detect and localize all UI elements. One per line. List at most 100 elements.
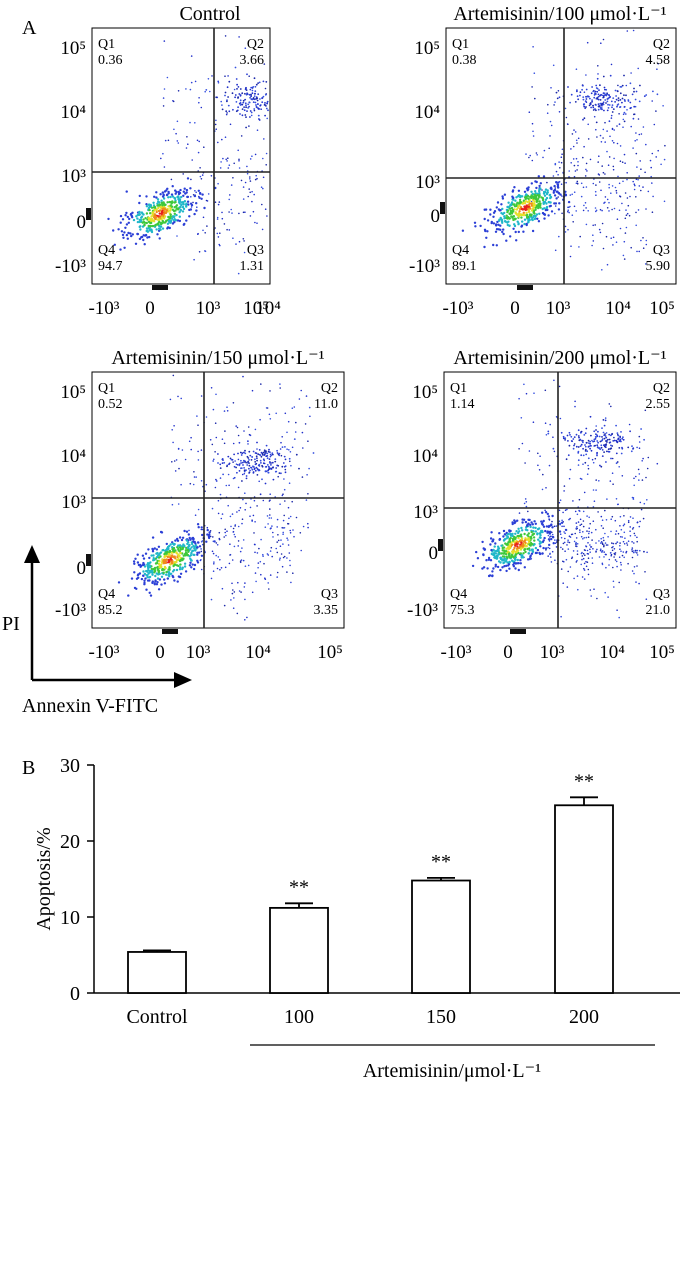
event-dot (527, 510, 529, 513)
event-dot (193, 563, 197, 567)
event-dot (227, 104, 230, 107)
event-dot (591, 99, 593, 101)
event-dot (255, 83, 258, 86)
event-dot (615, 462, 618, 465)
event-dot (226, 530, 228, 532)
event-dot (616, 565, 618, 568)
event-dot (490, 220, 493, 224)
event-dot (176, 120, 179, 123)
event-dot (269, 508, 271, 510)
event-dot (121, 233, 125, 237)
event-dot (582, 447, 584, 450)
event-dot (580, 552, 583, 555)
event-dot (634, 105, 637, 108)
quadrant-value: 1.31 (240, 259, 265, 274)
event-dot (280, 454, 283, 457)
event-dot (151, 536, 155, 539)
event-dot (157, 209, 161, 213)
quadrant-name: Q3 (653, 243, 670, 258)
event-dot (197, 232, 199, 235)
x-axis-label: Artemisinin/μmol·L⁻¹ (363, 1060, 541, 1082)
event-dot (564, 509, 567, 512)
event-dot (619, 160, 622, 162)
event-dot (608, 201, 610, 204)
event-dot (565, 458, 568, 461)
event-dot (189, 88, 192, 91)
event-dot (226, 112, 228, 114)
event-dot (511, 550, 514, 553)
event-dot (267, 450, 270, 453)
event-dot (238, 102, 241, 105)
event-dot (199, 175, 202, 178)
event-dot (601, 449, 604, 451)
event-dot (242, 99, 245, 102)
event-dot (242, 186, 245, 188)
event-dot (629, 526, 631, 528)
event-dot (177, 503, 180, 505)
event-dot (138, 213, 141, 216)
event-dot (590, 546, 592, 548)
event-dot (585, 565, 588, 568)
event-dot (608, 450, 611, 453)
event-dot (156, 223, 159, 226)
event-dot (633, 572, 635, 575)
quadrant-value: 3.35 (314, 603, 339, 618)
event-dot (484, 229, 487, 233)
event-dot (279, 383, 281, 385)
event-dot (627, 540, 630, 542)
event-dot (224, 94, 226, 97)
event-dot (559, 167, 561, 169)
event-dot (143, 221, 147, 224)
event-dot (265, 105, 267, 107)
event-dot (201, 540, 204, 542)
event-dot (570, 245, 572, 247)
event-dot (196, 415, 198, 417)
event-dot (498, 219, 501, 222)
quadrant-value: 0.38 (452, 53, 477, 68)
event-dot (298, 398, 301, 400)
y-tick-label: -10³ (55, 256, 86, 277)
event-dot (242, 211, 245, 214)
event-dot (200, 197, 203, 200)
event-dot (589, 103, 592, 106)
event-dot (485, 559, 488, 562)
event-dot (492, 243, 495, 247)
event-dot (266, 407, 269, 409)
event-dot (251, 389, 254, 392)
event-dot (252, 210, 255, 213)
event-dot (249, 215, 252, 217)
event-dot (136, 561, 140, 564)
event-dot (507, 532, 510, 536)
event-dot (159, 530, 163, 534)
event-dot (200, 178, 203, 180)
event-dot (642, 186, 644, 188)
event-dot (248, 450, 251, 453)
event-dot (289, 529, 292, 532)
event-dot (250, 95, 253, 98)
event-dot (278, 472, 281, 474)
event-dot (180, 538, 184, 542)
event-dot (606, 130, 608, 132)
event-dot (177, 207, 180, 210)
event-dot (563, 525, 565, 528)
event-dot (594, 90, 597, 93)
event-dot (601, 519, 604, 521)
quadrant-name: Q1 (452, 37, 469, 52)
event-dot (558, 385, 561, 388)
event-dot (221, 438, 224, 441)
x-tick-label: 150 (426, 1006, 456, 1028)
event-dot (226, 228, 228, 231)
event-dot (155, 572, 158, 575)
event-dot (605, 235, 608, 238)
event-dot (291, 407, 294, 410)
event-dot (549, 201, 552, 204)
event-dot (290, 464, 292, 467)
event-dot (638, 479, 640, 481)
event-dot (521, 220, 524, 223)
event-dot (125, 211, 128, 215)
event-dot (269, 455, 272, 458)
event-dot (169, 557, 172, 560)
event-dot (561, 212, 563, 215)
event-dot (564, 231, 567, 233)
